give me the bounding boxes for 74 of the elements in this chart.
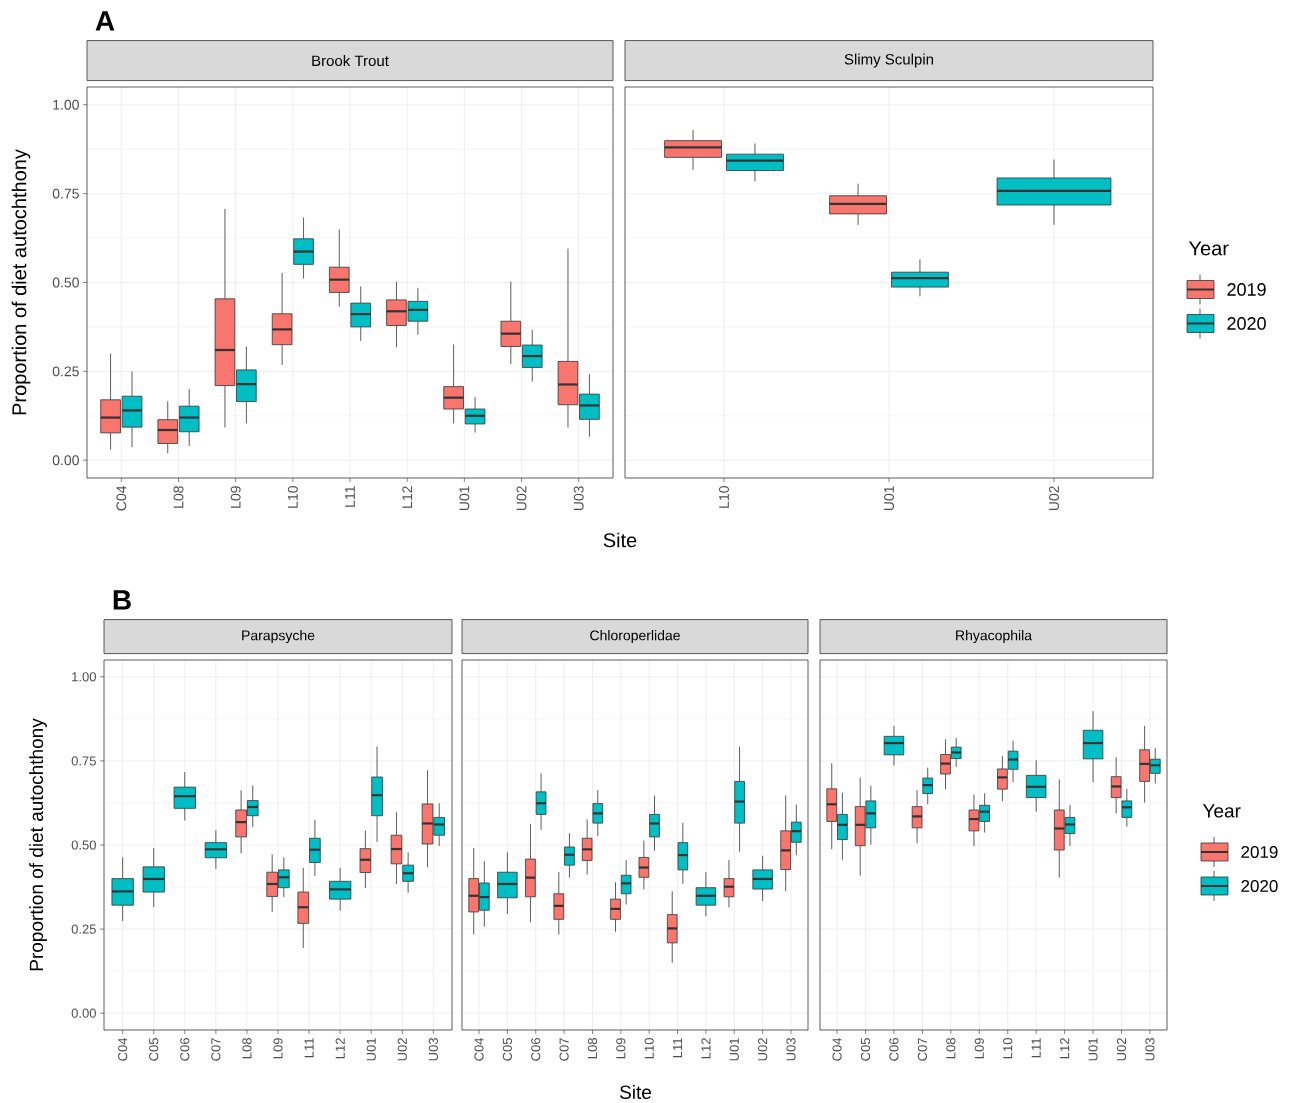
chart-title: Slimy Sculpin — [844, 53, 934, 68]
y-tick-label: 0.00 — [71, 1008, 96, 1018]
y-tick-label: 0.00 — [52, 455, 79, 466]
x-tick-label: U01 — [366, 1038, 376, 1061]
x-tick-label: C04 — [116, 485, 127, 511]
legend-label: 2019 — [1241, 845, 1278, 859]
x-tick-label: C06 — [180, 1038, 190, 1061]
y-tick-label: 0.25 — [52, 366, 79, 377]
x-tick-label: C04 — [832, 1037, 842, 1061]
x-tick-label: C05 — [860, 1038, 871, 1061]
x-tick-label: L11 — [345, 486, 355, 507]
chart-title: Parapsyche — [242, 630, 315, 644]
x-tick-label: C06 — [531, 1038, 541, 1061]
legend-label: 2020 — [1241, 879, 1278, 893]
y-tick-label: 0.25 — [71, 924, 96, 934]
x-tick-label: L11 — [673, 1038, 683, 1058]
x-tick-label: C07 — [559, 1038, 569, 1061]
x-axis-title: Site — [603, 532, 637, 548]
x-tick-label: C05 — [502, 1038, 512, 1061]
chart-title: Brook Trout — [312, 55, 389, 67]
x-tick-label: L09 — [273, 1038, 283, 1059]
x-tick-label: U02 — [1116, 1038, 1127, 1061]
x-tick-label: U02 — [397, 1038, 407, 1061]
x-tick-label: L09 — [974, 1038, 984, 1059]
x-tick-label: C04 — [118, 1037, 128, 1061]
y-tick-label: 1.00 — [53, 99, 79, 110]
x-tick-label: L11 — [304, 1038, 314, 1058]
x-tick-label: L12 — [1060, 1038, 1070, 1059]
y-tick-label: 0.75 — [52, 188, 79, 199]
x-tick-label: L08 — [587, 1038, 598, 1059]
legend-title: Year — [1202, 804, 1241, 818]
x-axis-title: Site — [620, 1085, 652, 1099]
x-tick-label: U02 — [758, 1038, 768, 1061]
x-tick-label: L08 — [173, 486, 184, 508]
x-tick-label: L12 — [701, 1038, 711, 1059]
x-tick-label: U03 — [428, 1038, 438, 1061]
x-tick-label: L10 — [644, 1038, 654, 1059]
chart-title: Chloroperlidae — [590, 630, 680, 644]
x-tick-label: L09 — [230, 486, 241, 508]
x-tick-label: C04 — [474, 1037, 484, 1061]
x-tick-label: L10 — [287, 486, 298, 508]
x-tick-label: L08 — [242, 1038, 252, 1059]
x-tick-label: U02 — [516, 486, 527, 511]
y-axis-title: Proportion of diet autochthony — [29, 718, 47, 971]
x-tick-label: U01 — [729, 1038, 739, 1061]
x-tick-label: U03 — [786, 1038, 796, 1061]
x-tick-label: L08 — [946, 1038, 956, 1059]
chart-title: Rhyacophila — [956, 630, 1033, 644]
x-tick-label: U03 — [573, 486, 584, 511]
x-tick-label: L09 — [616, 1038, 626, 1059]
x-tick-label: L11 — [1031, 1038, 1041, 1058]
x-tick-label: U01 — [1088, 1038, 1098, 1061]
x-tick-label: C06 — [889, 1038, 899, 1061]
x-tick-label: L12 — [335, 1038, 345, 1059]
y-tick-label: 0.75 — [71, 756, 96, 766]
y-tick-label: 0.50 — [71, 840, 96, 850]
x-tick-label: C07 — [211, 1038, 221, 1061]
text: A — [95, 11, 115, 31]
x-tick-label: C05 — [149, 1038, 159, 1061]
text: B — [113, 590, 131, 610]
x-tick-label: U01 — [459, 486, 470, 511]
legend-label: 2020 — [1227, 317, 1266, 330]
y-axis-title: Proportion of diet autochthony — [11, 149, 31, 415]
x-tick-label: L12 — [402, 486, 413, 508]
x-tick-label: C07 — [917, 1038, 927, 1061]
y-tick-label: 0.50 — [52, 277, 79, 288]
y-tick-label: 1.00 — [72, 672, 96, 682]
x-tick-label: U03 — [1145, 1038, 1155, 1061]
legend-label: 2019 — [1227, 283, 1266, 296]
x-tick-label: L10 — [1003, 1038, 1013, 1059]
x-tick-label: U02 — [1049, 486, 1059, 511]
legend-title: Year — [1188, 241, 1229, 256]
x-tick-label: U01 — [884, 486, 894, 511]
x-tick-label: L10 — [719, 486, 729, 508]
